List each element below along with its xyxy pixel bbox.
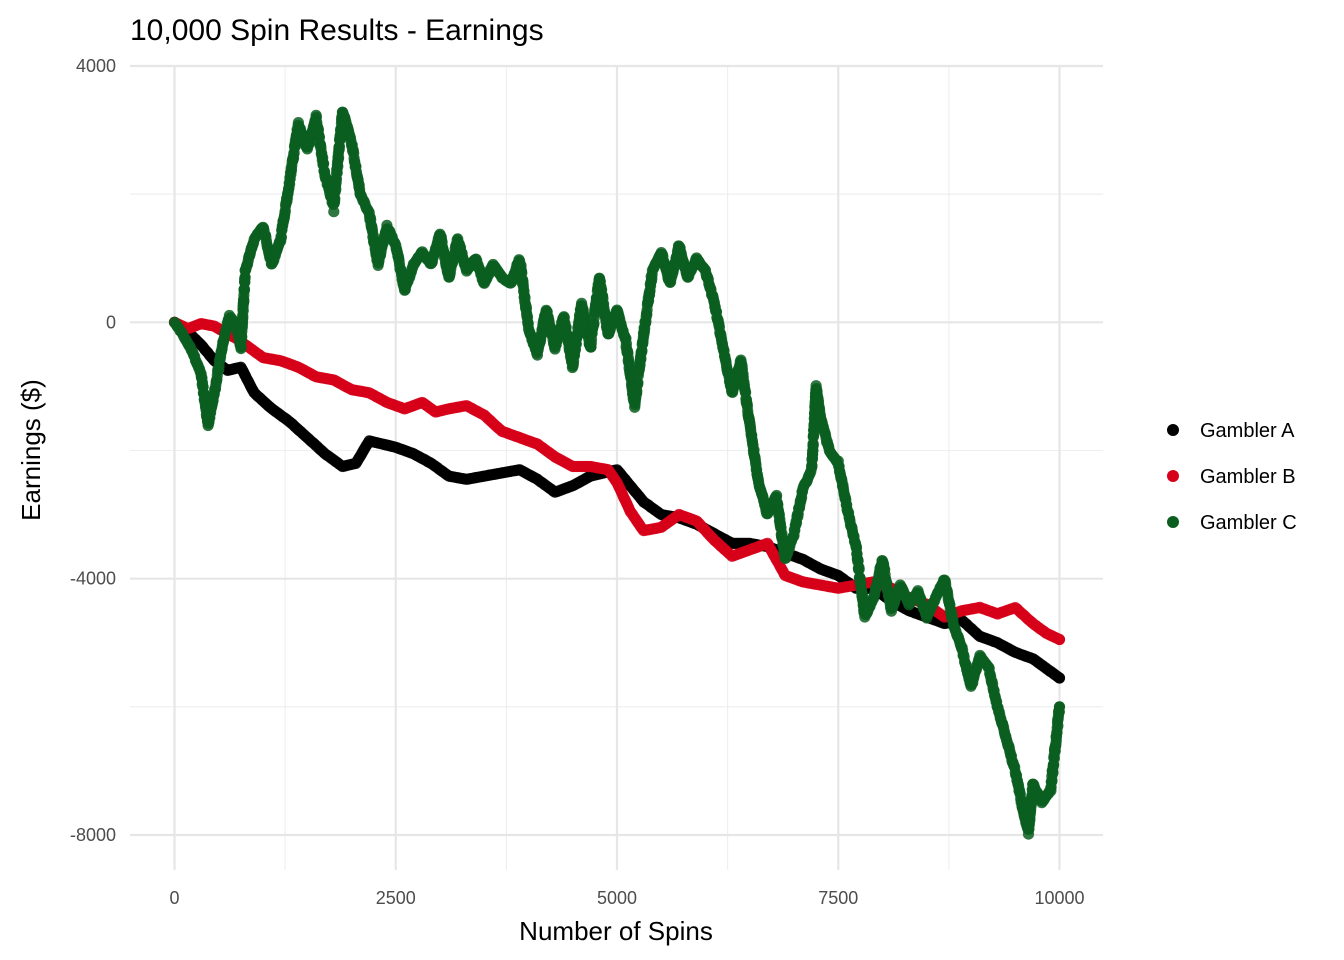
legend-label: Gambler C <box>1200 512 1297 534</box>
x-tick-label: 0 <box>169 888 179 908</box>
legend-marker <box>1167 470 1179 482</box>
legend-item: Gambler B <box>1167 466 1296 488</box>
data-point <box>853 563 865 575</box>
y-tick-label: 0 <box>106 312 116 332</box>
data-point <box>333 152 345 164</box>
x-tick-label: 5000 <box>597 888 637 908</box>
data-point <box>1053 633 1066 646</box>
y-tick-label: 4000 <box>76 56 116 76</box>
data-point <box>807 439 819 451</box>
y-tick-label: -8000 <box>70 825 116 845</box>
legend-item: Gambler A <box>1167 420 1295 442</box>
legend-label: Gambler B <box>1200 466 1296 488</box>
legend: Gambler A Gambler B Gambler C <box>1167 420 1297 534</box>
x-tick-label: 7500 <box>818 888 858 908</box>
y-tick-label: -4000 <box>70 569 116 589</box>
legend-marker <box>1167 424 1179 436</box>
x-axis-title: Number of Spins <box>519 916 713 946</box>
legend-marker <box>1167 516 1179 528</box>
legend-item: Gambler C <box>1167 512 1297 534</box>
x-tick-label: 2500 <box>376 888 416 908</box>
data-point <box>1053 701 1066 713</box>
tick-labels: 0 2500 5000 7500 10000 4000 0 -4000 -8000 <box>70 56 1085 908</box>
chart-title: 10,000 Spin Results - Earnings <box>130 14 544 47</box>
y-axis-title: Earnings ($) <box>16 379 46 521</box>
legend-label: Gambler A <box>1200 420 1295 442</box>
series-layer <box>168 106 1066 840</box>
data-point <box>328 206 340 218</box>
data-point <box>1053 672 1066 684</box>
series-gambler-c <box>168 106 1066 840</box>
x-tick-label: 10000 <box>1034 888 1084 908</box>
